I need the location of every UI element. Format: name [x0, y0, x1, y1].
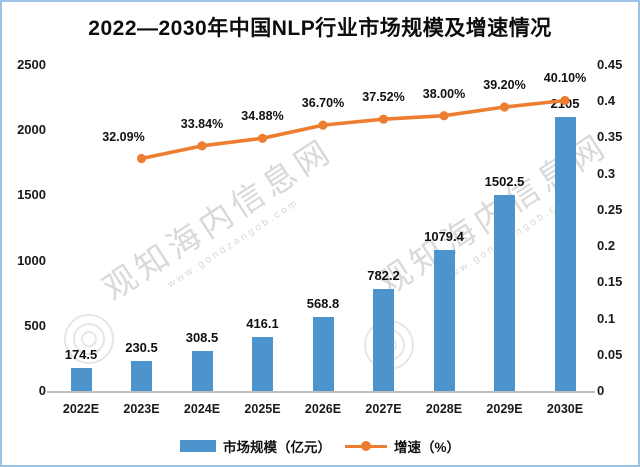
- legend-item-market-size: 市场规模（亿元）: [179, 436, 331, 456]
- right-axis-tick-label: 0.05: [597, 346, 623, 362]
- bar-value-label: 1502.5: [484, 174, 525, 190]
- legend-item-growth-rate: 增速（%）: [344, 436, 460, 456]
- bar: [554, 116, 576, 391]
- line-point-marker: [439, 111, 449, 121]
- bar: [191, 350, 213, 391]
- line-point-marker: [136, 153, 147, 164]
- left-axis-tick-label: 2500: [17, 57, 46, 72]
- right-axis-tick-label: 0.1: [597, 310, 616, 326]
- right-axis-tick-label: 0.3: [597, 165, 616, 181]
- bar: [70, 368, 92, 391]
- line-point-marker: [378, 114, 389, 124]
- bar: [433, 250, 455, 391]
- growth-rate-label: 40.10%: [543, 71, 587, 86]
- left-axis-tick-label: 0: [38, 383, 46, 398]
- x-axis-category-label: 2027E: [365, 402, 402, 416]
- chart-legend: 市场规模（亿元） 增速（%）: [2, 436, 638, 456]
- x-axis-category-label: 2028E: [425, 402, 463, 416]
- line-point-marker: [499, 102, 510, 112]
- right-axis-tick-label: 0.15: [597, 274, 623, 290]
- x-axis-line: [47, 391, 595, 393]
- growth-rate-label: 34.88%: [241, 109, 284, 124]
- legend-label: 市场规模（亿元）: [222, 440, 331, 455]
- bar-value-label: 230.5: [125, 339, 158, 355]
- x-axis-category-label: 2023E: [123, 402, 160, 416]
- right-axis-tick-label: 0.2: [597, 238, 616, 254]
- left-axis-tick-label: 500: [24, 317, 46, 333]
- growth-rate-label: 32.09%: [102, 129, 145, 144]
- growth-rate-label: 38.00%: [422, 86, 466, 101]
- line-series-swatch: [344, 440, 387, 452]
- line-point-marker: [560, 95, 570, 106]
- bar: [373, 289, 394, 391]
- x-axis-category-label: 2024E: [183, 402, 221, 416]
- left-axis-tick-label: 2000: [17, 122, 46, 138]
- bar-value-label: 782.2: [367, 268, 400, 283]
- bar-value-label: 416.1: [246, 315, 279, 331]
- bar: [312, 316, 334, 391]
- left-axis-tick-label: 1500: [17, 187, 46, 203]
- growth-rate-label: 39.20%: [483, 78, 526, 93]
- growth-rate-label: 33.84%: [180, 116, 224, 131]
- bar: [252, 336, 273, 391]
- bar: [494, 195, 515, 391]
- chart-title: 2022—2030年中国NLP行业市场规模及增速情况: [88, 17, 552, 40]
- bar-value-label: 308.5: [185, 329, 219, 345]
- growth-rate-label: 37.52%: [362, 90, 405, 105]
- x-axis-category-label: 2030E: [546, 402, 584, 416]
- x-axis-category-label: 2022E: [62, 402, 100, 416]
- x-axis-category-label: 2029E: [486, 402, 523, 416]
- bar: [131, 360, 152, 391]
- left-axis-tick-label: 1000: [17, 252, 46, 268]
- bar-series-swatch: [179, 440, 216, 452]
- x-axis-category-label: 2025E: [244, 402, 281, 416]
- right-axis-tick-label: 0.4: [597, 93, 616, 109]
- right-axis-tick-label: 0.45: [597, 57, 623, 72]
- bar-value-label: 568.8: [306, 295, 340, 311]
- line-point-marker: [257, 133, 268, 143]
- right-axis-tick-label: 0: [597, 383, 605, 398]
- right-axis-tick-label: 0.25: [597, 201, 623, 217]
- bar-value-label: 1079.4: [424, 229, 464, 245]
- line-point-marker: [318, 120, 328, 130]
- bar-value-label: 174.5: [64, 347, 98, 363]
- legend-label: 增速（%）: [393, 440, 460, 455]
- line-swatch-marker-icon: [360, 441, 371, 451]
- growth-rate-label: 36.70%: [301, 96, 345, 111]
- x-axis-category-label: 2026E: [304, 402, 342, 416]
- line-point-marker: [197, 141, 207, 151]
- right-axis-tick-label: 0.35: [597, 129, 623, 145]
